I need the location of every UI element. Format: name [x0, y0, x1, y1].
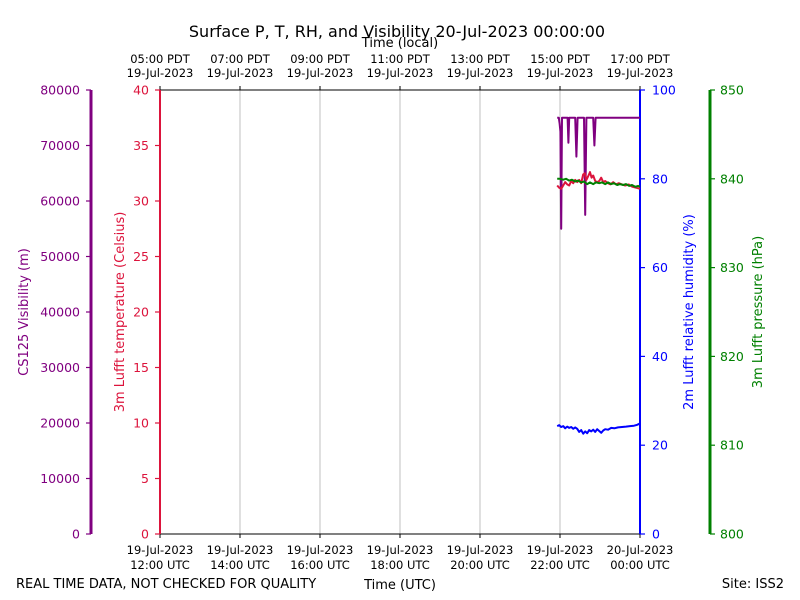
- temperature-tick-label: 15: [133, 360, 149, 375]
- footer-quality-note: REAL TIME DATA, NOT CHECKED FOR QUALITY: [16, 577, 316, 592]
- footer-site: Site: ISS2: [722, 577, 784, 592]
- x-tick-label-local-date: 19-Jul-2023: [127, 66, 194, 80]
- humidity-tick-label: 0: [652, 527, 660, 542]
- visibility-axis-label: CS125 Visibility (m): [17, 248, 32, 376]
- pressure-tick-label: 800: [720, 527, 744, 542]
- visibility-tick-label: 80000: [40, 83, 80, 98]
- pressure-tick-label: 830: [720, 260, 744, 275]
- pressure-tick-label: 820: [720, 349, 744, 364]
- x-tick-label-utc-date: 19-Jul-2023: [367, 543, 434, 557]
- temperature-tick-label: 40: [133, 83, 149, 98]
- temperature-tick-label: 0: [141, 527, 149, 542]
- x-tick-label-local-time: 07:00 PDT: [210, 52, 271, 66]
- series-temperature: [556, 171, 641, 190]
- humidity-axis-label: 2m Lufft relative humidity (%): [682, 214, 697, 410]
- x-tick-label-utc-date: 20-Jul-2023: [607, 543, 674, 557]
- x-tick-label-utc-time: 00:00 UTC: [610, 558, 670, 572]
- x-tick-label-utc-time: 18:00 UTC: [370, 558, 430, 572]
- x-tick-label-local-date: 19-Jul-2023: [607, 66, 674, 80]
- series-visibility: [557, 116, 640, 230]
- series-relative-humidity: [556, 422, 641, 435]
- series-pressure: [557, 177, 641, 188]
- x-tick-label-local-time: 15:00 PDT: [530, 52, 591, 66]
- x-tick-label-local-date: 19-Jul-2023: [527, 66, 594, 80]
- x-axis-label: Time (UTC): [363, 578, 436, 593]
- x-tick-label-utc-date: 19-Jul-2023: [527, 543, 594, 557]
- temperature-axis-label: 3m Lufft temperature (Celsius): [113, 212, 128, 413]
- visibility-tick-label: 60000: [40, 194, 80, 209]
- x-tick-label-utc-time: 16:00 UTC: [290, 558, 350, 572]
- humidity-tick-label: 80: [652, 171, 668, 186]
- x-tick-label-utc-date: 19-Jul-2023: [207, 543, 274, 557]
- x-tick-label-local-date: 19-Jul-2023: [287, 66, 354, 80]
- visibility-tick-label: 20000: [40, 416, 80, 431]
- humidity-tick-label: 20: [652, 438, 668, 453]
- temperature-tick-label: 20: [133, 305, 149, 320]
- temperature-tick-label: 5: [141, 471, 149, 486]
- visibility-tick-label: 50000: [40, 249, 80, 264]
- visibility-tick-label: 40000: [40, 305, 80, 320]
- chart-title: Surface P, T, RH, and Visibility 20-Jul-…: [189, 22, 605, 41]
- pressure-tick-label: 850: [720, 83, 744, 98]
- x-tick-label-utc-time: 22:00 UTC: [530, 558, 590, 572]
- x-tick-label-utc-date: 19-Jul-2023: [287, 543, 354, 557]
- temperature-tick-label: 35: [133, 138, 149, 153]
- temperature-tick-label: 30: [133, 194, 149, 209]
- humidity-tick-label: 60: [652, 260, 668, 275]
- visibility-tick-label: 70000: [40, 138, 80, 153]
- x-tick-label-utc-time: 20:00 UTC: [450, 558, 510, 572]
- pressure-tick-label: 810: [720, 438, 744, 453]
- x-tick-label-local-date: 19-Jul-2023: [447, 66, 514, 80]
- x-tick-label-utc-date: 19-Jul-2023: [127, 543, 194, 557]
- pressure-axis-label: 3m Lufft pressure (hPa): [751, 236, 766, 388]
- x-tick-label-utc-time: 12:00 UTC: [130, 558, 190, 572]
- humidity-tick-label: 100: [652, 83, 676, 98]
- x-tick-label-utc-date: 19-Jul-2023: [447, 543, 514, 557]
- visibility-tick-label: 0: [72, 527, 80, 542]
- humidity-tick-label: 40: [652, 349, 668, 364]
- top-axis-title: Time (local): [361, 36, 438, 51]
- x-tick-label-local-time: 11:00 PDT: [370, 52, 431, 66]
- pressure-tick-label: 840: [720, 171, 744, 186]
- visibility-tick-label: 30000: [40, 360, 80, 375]
- x-tick-label-utc-time: 14:00 UTC: [210, 558, 270, 572]
- temperature-tick-label: 25: [133, 249, 149, 264]
- x-tick-label-local-date: 19-Jul-2023: [367, 66, 434, 80]
- x-tick-label-local-time: 05:00 PDT: [130, 52, 191, 66]
- temperature-tick-label: 10: [133, 416, 149, 431]
- x-tick-label-local-date: 19-Jul-2023: [207, 66, 274, 80]
- x-tick-label-local-time: 13:00 PDT: [450, 52, 511, 66]
- x-tick-label-local-time: 17:00 PDT: [610, 52, 671, 66]
- visibility-tick-label: 10000: [40, 471, 80, 486]
- x-tick-label-local-time: 09:00 PDT: [290, 52, 351, 66]
